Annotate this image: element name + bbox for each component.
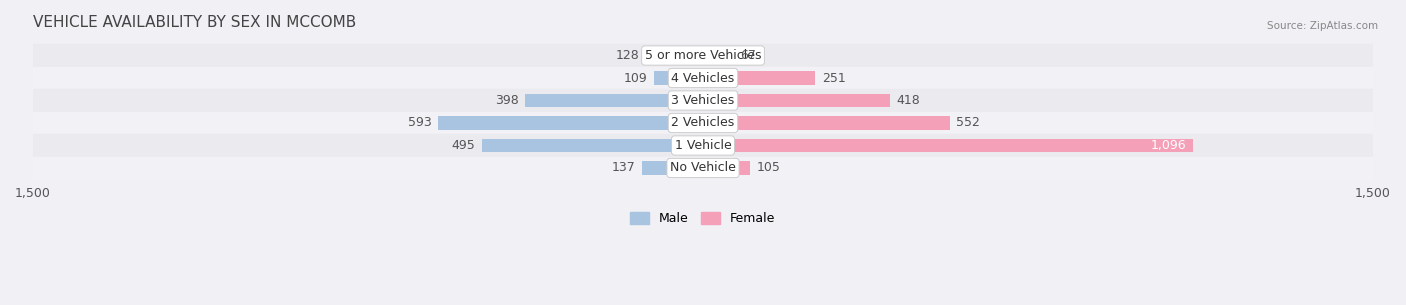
Text: VEHICLE AVAILABILITY BY SEX IN MCCOMB: VEHICLE AVAILABILITY BY SEX IN MCCOMB xyxy=(32,15,356,30)
Bar xyxy=(703,94,890,107)
Text: 418: 418 xyxy=(897,94,920,107)
Bar xyxy=(32,112,1374,134)
Bar xyxy=(703,116,949,130)
Text: No Vehicle: No Vehicle xyxy=(671,161,735,174)
Text: 128: 128 xyxy=(616,49,640,62)
Text: Source: ZipAtlas.com: Source: ZipAtlas.com xyxy=(1267,21,1378,31)
Text: 552: 552 xyxy=(956,117,980,130)
Bar xyxy=(482,138,703,152)
Text: 67: 67 xyxy=(740,49,755,62)
Text: 495: 495 xyxy=(451,139,475,152)
Text: 593: 593 xyxy=(408,117,432,130)
Bar xyxy=(32,67,1374,89)
Bar xyxy=(703,161,749,175)
Text: 137: 137 xyxy=(612,161,636,174)
Text: 1,096: 1,096 xyxy=(1150,139,1185,152)
Bar xyxy=(703,48,733,63)
Bar xyxy=(645,48,703,63)
Text: 2 Vehicles: 2 Vehicles xyxy=(672,117,734,130)
Text: 3 Vehicles: 3 Vehicles xyxy=(672,94,734,107)
Legend: Male, Female: Male, Female xyxy=(626,207,780,230)
Bar xyxy=(439,116,703,130)
Text: 5 or more Vehicles: 5 or more Vehicles xyxy=(645,49,761,62)
Bar xyxy=(526,94,703,107)
Bar xyxy=(654,71,703,85)
Bar xyxy=(32,89,1374,112)
Text: 4 Vehicles: 4 Vehicles xyxy=(672,71,734,84)
Bar xyxy=(32,44,1374,67)
Bar xyxy=(703,71,815,85)
Text: 109: 109 xyxy=(624,71,648,84)
Text: 1 Vehicle: 1 Vehicle xyxy=(675,139,731,152)
Bar xyxy=(703,138,1192,152)
Bar xyxy=(32,157,1374,179)
Text: 251: 251 xyxy=(823,71,845,84)
Bar xyxy=(641,161,703,175)
Bar xyxy=(32,134,1374,157)
Text: 105: 105 xyxy=(756,161,780,174)
Text: 398: 398 xyxy=(495,94,519,107)
